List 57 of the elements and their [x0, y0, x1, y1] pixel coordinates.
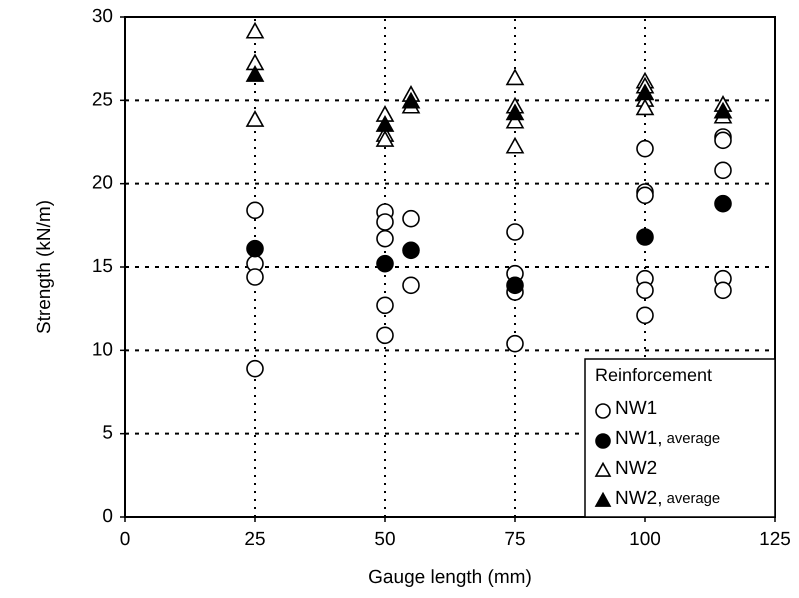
y-tick-label: 25: [92, 89, 113, 110]
point: [376, 213, 394, 231]
x-axis-title: Gauge length (mm): [368, 567, 532, 588]
point: [376, 254, 394, 272]
point: [636, 99, 654, 116]
point: [506, 334, 524, 352]
point: [376, 326, 394, 344]
point: [636, 186, 654, 204]
legend-title: Reinforcement: [595, 365, 712, 385]
point: [246, 110, 264, 127]
x-tick-label: 75: [504, 529, 526, 550]
y-axis-title: Strength (kN/m): [34, 200, 55, 334]
legend-label: NW1, average: [615, 428, 720, 450]
legend-label: NW2, average: [615, 488, 720, 510]
x-tick-label: 50: [374, 529, 396, 550]
point: [636, 228, 654, 246]
point: [246, 54, 264, 70]
legend-label: NW2: [615, 458, 658, 480]
x-tick-label: 0: [120, 529, 130, 550]
point: [714, 132, 732, 150]
point: [246, 360, 264, 378]
point: [636, 140, 654, 158]
point: [246, 66, 264, 82]
x-tick-label: 100: [629, 529, 661, 550]
x-tick-label: 125: [759, 529, 791, 550]
point: [246, 240, 264, 258]
y-tick-label: 5: [102, 422, 113, 444]
point: [506, 138, 524, 154]
y-tick-label: 20: [92, 172, 113, 194]
point: [506, 276, 524, 294]
y-tick-label: 15: [92, 256, 113, 278]
point: [402, 92, 420, 109]
y-tick-label: 10: [92, 339, 113, 360]
point: [376, 130, 394, 147]
point: [714, 194, 732, 212]
point: [506, 104, 524, 120]
point: [636, 306, 654, 324]
point: [246, 202, 264, 220]
legend-label: NW1: [615, 398, 658, 420]
point: [714, 162, 732, 180]
point: [636, 84, 654, 100]
point: [376, 116, 394, 132]
point: [402, 210, 420, 228]
point: [402, 276, 420, 294]
y-tick-label: 30: [92, 6, 113, 28]
point: [506, 223, 524, 241]
point: [246, 22, 264, 39]
point: [506, 69, 524, 86]
point: [376, 230, 394, 248]
point: [714, 282, 732, 300]
point: [376, 296, 394, 314]
y-tick-label: 0: [102, 506, 113, 528]
point: [246, 268, 264, 286]
point: [402, 242, 420, 260]
x-tick-label: 25: [244, 529, 266, 550]
point: [714, 102, 732, 119]
point: [636, 282, 654, 300]
